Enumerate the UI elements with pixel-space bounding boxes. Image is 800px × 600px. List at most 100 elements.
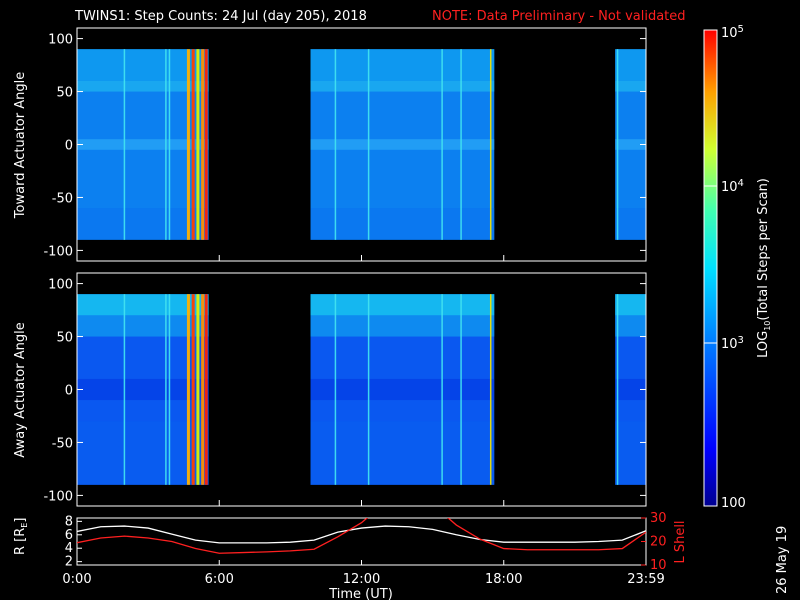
colorbar-label-sub: 10 [763, 321, 772, 331]
colorbar-tick-base-0: 10 [721, 26, 738, 41]
toward-line-11 [460, 49, 462, 240]
xtick-label-4: 23:59 [627, 572, 664, 587]
toward-line-13 [616, 49, 619, 240]
away-ytick-label-3: -50 [52, 436, 73, 451]
toward-ytick-label-1: 50 [56, 86, 73, 101]
orbit-ytick-left-0: 8 [65, 514, 73, 529]
orbit-ytick-left-2: 4 [65, 541, 73, 556]
orbit-ytick-left-1: 6 [65, 528, 73, 543]
away-line-2 [168, 294, 171, 485]
colorbar-tick-label-3: 100 [721, 496, 746, 511]
toward-ytick-label-0: 100 [48, 33, 73, 48]
colorbar-label: LOG10(Total Steps per Scan) [756, 178, 772, 358]
toward-ytick-label-2: 0 [65, 139, 73, 154]
ylabel-r-sub: E [20, 523, 29, 528]
colorbar-tick-exp-1: 4 [738, 178, 744, 189]
toward-line-8 [334, 49, 337, 240]
toward-band-2-0 [615, 49, 646, 81]
yticks-toward: 100 50 0 -50 -100 [43, 33, 647, 261]
colorbar-tick-label-1: 104 [721, 178, 744, 195]
ylabel-r-main: R [R [13, 528, 28, 555]
xtick-label-0: 0:00 [62, 572, 91, 587]
away-band-1-2 [310, 378, 495, 401]
away-line-3 [186, 294, 190, 485]
away-line-13 [616, 294, 619, 485]
away-ytick-label-2: 0 [65, 384, 73, 399]
away-band-1-3 [310, 421, 495, 485]
toward-band-2-1 [615, 80, 646, 92]
away-band-0-3 [77, 421, 209, 485]
toward-line-5 [196, 49, 200, 240]
away-band-1-1 [310, 315, 495, 337]
away-line-0 [123, 294, 126, 485]
series-r-line [77, 525, 646, 544]
away-band-2-3 [615, 421, 646, 485]
away-ytick-label-1: 50 [56, 331, 73, 346]
colorbar-gradient [703, 29, 718, 507]
away-line-5 [196, 294, 200, 485]
ylabel-lshell: L Shell [673, 520, 688, 563]
away-line-1 [165, 294, 167, 485]
toward-line-0 [123, 49, 126, 240]
away-line-6 [201, 294, 205, 485]
ylabel-r: R [RE] [13, 518, 29, 555]
orbit-ytick-right-0: 30 [650, 511, 667, 526]
away-line-4 [191, 294, 195, 485]
series-lshell-line [77, 518, 646, 554]
xlabel: Time (UT) [328, 587, 393, 600]
away-line-12 [489, 294, 492, 485]
ylabel-away: Away Actuator Angle [13, 322, 28, 457]
colorbar-tick-base-1: 10 [721, 180, 738, 195]
ylabel-toward: Toward Actuator Angle [13, 72, 28, 219]
away-band-0-2 [77, 378, 209, 401]
toward-band-0-2 [77, 139, 209, 150]
colorbar-tick-label-2: 103 [721, 335, 744, 352]
toward-ytick-label-3: -50 [52, 191, 73, 206]
yticks-away: 100 50 0 -50 -100 [43, 278, 647, 506]
toward-line-1 [165, 49, 167, 240]
toward-band-2-3 [615, 208, 646, 240]
toward-line-9 [367, 49, 370, 240]
date-stamp: 26 May 19 [775, 526, 790, 594]
colorbar-tick-base-2: 10 [721, 337, 738, 352]
toward-line-3 [186, 49, 190, 240]
toward-ytick-label-4: -100 [43, 244, 73, 259]
away-line-10 [441, 294, 443, 485]
toward-band-1-1 [310, 80, 495, 92]
orbit-ytick-right-1: 20 [650, 535, 667, 550]
away-ytick-label-4: -100 [43, 489, 73, 504]
away-band-0-1 [77, 315, 209, 337]
away-line-8 [334, 294, 337, 485]
toward-band-1-3 [310, 208, 495, 240]
toward-band-1-0 [310, 49, 495, 81]
xtick-label-2: 12:00 [343, 572, 380, 587]
colorbar-tick-exp-2: 3 [738, 335, 744, 346]
away-band-2-0 [615, 294, 646, 316]
away-band-1-0 [310, 294, 495, 316]
toward-line-6 [201, 49, 205, 240]
orbit-ytick-left-3: 2 [65, 555, 73, 570]
away-line-9 [367, 294, 370, 485]
xtick-label-1: 6:00 [205, 572, 234, 587]
xticks: 0:00 6:00 12:00 18:00 23:59 [62, 560, 665, 587]
toward-band-0-0 [77, 49, 209, 81]
panel-away: 100 50 0 -50 -100 Away Actuator Angle [13, 272, 647, 507]
orbit-lines [77, 518, 646, 554]
toward-band-1-2 [310, 139, 495, 150]
colorbar-label-log: LOG [756, 331, 771, 358]
away-line-7 [204, 294, 208, 485]
panel-toward: 100 50 0 -50 -100 Toward Actuator Angle [13, 27, 647, 262]
toward-band-2-2 [615, 139, 646, 150]
away-line-11 [460, 294, 462, 485]
toward-band-0-3 [77, 208, 209, 240]
toward-line-7 [204, 49, 208, 240]
toward-line-12 [489, 49, 492, 240]
toward-line-4 [191, 49, 195, 240]
toward-line-10 [441, 49, 443, 240]
heatmap-toward [77, 49, 646, 240]
